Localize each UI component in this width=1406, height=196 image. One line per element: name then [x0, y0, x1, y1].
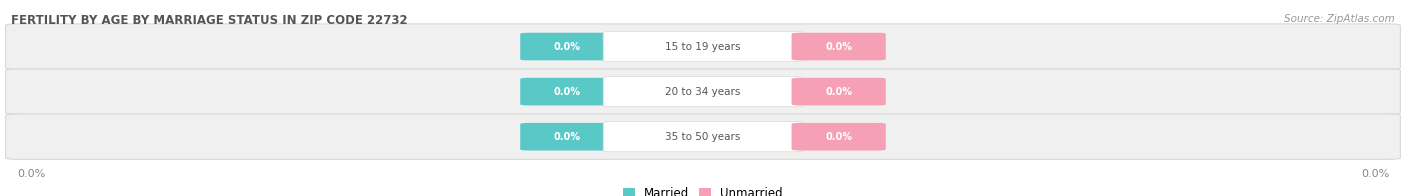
FancyBboxPatch shape — [6, 69, 1400, 114]
Text: Source: ZipAtlas.com: Source: ZipAtlas.com — [1284, 14, 1395, 24]
Text: 0.0%: 0.0% — [554, 132, 581, 142]
FancyBboxPatch shape — [520, 123, 614, 151]
FancyBboxPatch shape — [603, 77, 803, 107]
Text: 35 to 50 years: 35 to 50 years — [665, 132, 741, 142]
Text: FERTILITY BY AGE BY MARRIAGE STATUS IN ZIP CODE 22732: FERTILITY BY AGE BY MARRIAGE STATUS IN Z… — [11, 14, 408, 27]
Text: 0.0%: 0.0% — [1361, 169, 1389, 179]
Text: 0.0%: 0.0% — [554, 42, 581, 52]
FancyBboxPatch shape — [6, 24, 1400, 69]
FancyBboxPatch shape — [520, 33, 614, 60]
FancyBboxPatch shape — [792, 33, 886, 60]
Text: 0.0%: 0.0% — [825, 132, 852, 142]
FancyBboxPatch shape — [6, 114, 1400, 159]
Text: 0.0%: 0.0% — [825, 87, 852, 97]
Legend: Married, Unmarried: Married, Unmarried — [619, 182, 787, 196]
Text: 15 to 19 years: 15 to 19 years — [665, 42, 741, 52]
Text: 0.0%: 0.0% — [554, 87, 581, 97]
FancyBboxPatch shape — [603, 122, 803, 152]
FancyBboxPatch shape — [792, 78, 886, 105]
FancyBboxPatch shape — [520, 78, 614, 105]
Text: 0.0%: 0.0% — [17, 169, 45, 179]
FancyBboxPatch shape — [792, 123, 886, 151]
Text: 20 to 34 years: 20 to 34 years — [665, 87, 741, 97]
FancyBboxPatch shape — [603, 32, 803, 62]
Text: 0.0%: 0.0% — [825, 42, 852, 52]
